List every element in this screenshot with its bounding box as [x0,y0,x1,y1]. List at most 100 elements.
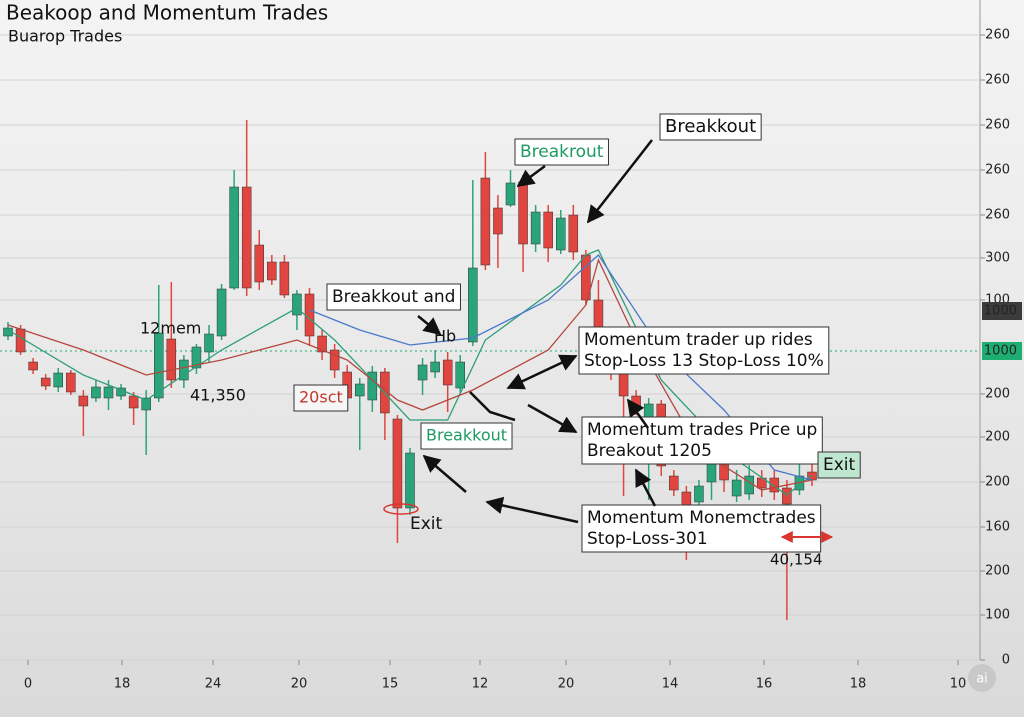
candle-body [417,364,428,381]
candle-body [405,452,415,509]
candle-body [154,332,164,399]
annotation-text: Hb [434,327,456,346]
candle-body [229,186,239,289]
annotation-text: 41,350 [190,386,246,405]
annotation-text: 20sct [299,388,343,407]
annotation-text: Breakkout [426,426,507,445]
logo [968,664,996,692]
candle-body [556,217,566,251]
annotation: 40,154 [770,551,823,569]
annotation: Breakkout [420,422,513,450]
annotation-text: 12mem [140,319,201,338]
exit-marker [383,503,419,515]
y-tick-label: 0 [1002,653,1010,668]
annotation-text: Breakkout [665,116,756,137]
candle-body [694,485,704,503]
candle-body [53,372,63,388]
x-tick-label: 12 [472,677,489,692]
candle-body [731,479,742,497]
candle-body [141,397,151,411]
candle-body [480,177,491,266]
y-tick-label: 200 [985,475,1010,490]
candle-body [267,261,277,281]
annotation: Exit [410,514,443,534]
arrow [506,354,578,390]
annotation-text: Stop-Loss 13 Stop-Loss 10% [584,351,824,371]
candle-body [66,372,76,393]
x-tick-label: 14 [662,677,679,692]
annotation: Breakrout [514,138,609,166]
candle-body [279,261,290,296]
annotation-box [293,384,349,412]
candle-body [669,475,679,491]
arrow [417,315,442,336]
arrow [626,398,650,429]
arrow [634,468,657,507]
annotation: Breakkout [659,113,762,141]
candle-body [681,491,692,506]
annotation-text: 40,154 [770,551,823,569]
price-badge [982,342,1022,360]
candle-body [468,267,478,343]
candle-body [204,333,214,353]
annotation-box [420,422,513,450]
annotation-text: Momentum trader up rides [584,330,813,350]
price-badge [982,302,1022,320]
y-tick-label: 260 [985,208,1010,223]
candle-body [128,395,139,409]
candle-body [317,335,327,353]
candle-body [643,403,654,419]
y-tick-label: 200 [985,564,1010,579]
candle-body [769,477,780,493]
indicator-line [7,258,813,491]
x-tick-label: 15 [382,677,399,692]
candle-body [505,182,516,206]
arrow [516,164,546,188]
x-tick-label: 20 [558,677,575,692]
arrow [527,403,578,434]
annotation-box [578,326,830,375]
candle-body [430,361,440,373]
candle-body [530,211,541,245]
arrow [485,496,579,524]
chart-title: Beakoop and Momentum Trades [6,1,328,25]
annotation-box [581,504,822,553]
annotation-text: Stop-Loss-301 [587,529,708,549]
annotation-text: Momentum trades Price up [587,420,817,440]
annotation-text: Breakkout and [332,287,455,307]
y-tick-label: 200 [985,387,1010,402]
annotation-box [581,416,823,465]
candle-body [216,288,227,337]
candle-body [568,214,579,253]
candle-body [78,395,89,407]
x-tick-label: 0 [24,677,32,692]
candle-body [40,377,51,387]
annotation-text: Breakrout [520,142,604,162]
arrows [417,139,657,524]
candle-body [367,371,378,401]
price-badge-label: 1000 [984,304,1017,319]
y-tick-label: 100 [985,608,1010,623]
x-tick-label: 24 [205,677,222,692]
y-tick-label: 260 [985,163,1010,178]
candle-body [179,359,189,381]
plot-area: 2602602602602603001002002002001602001000… [0,28,1022,692]
x-tick-label: 18 [850,677,867,692]
candle-body [241,186,252,289]
annotation: 41,350 [190,386,246,405]
y-tick-label: 200 [985,430,1010,445]
y-tick-label: 260 [985,73,1010,88]
candle-body [744,475,754,495]
price-badge-label: 1000 [984,344,1017,359]
candle-body [493,207,503,235]
candle-body [191,346,202,369]
candle-body [91,386,101,399]
candle-body [543,211,553,249]
candle-body [292,293,302,316]
candle-body [518,181,528,245]
chart-subtitle: Buarop Trades [8,27,122,46]
annotation-text: Breakout 1205 [587,441,712,461]
